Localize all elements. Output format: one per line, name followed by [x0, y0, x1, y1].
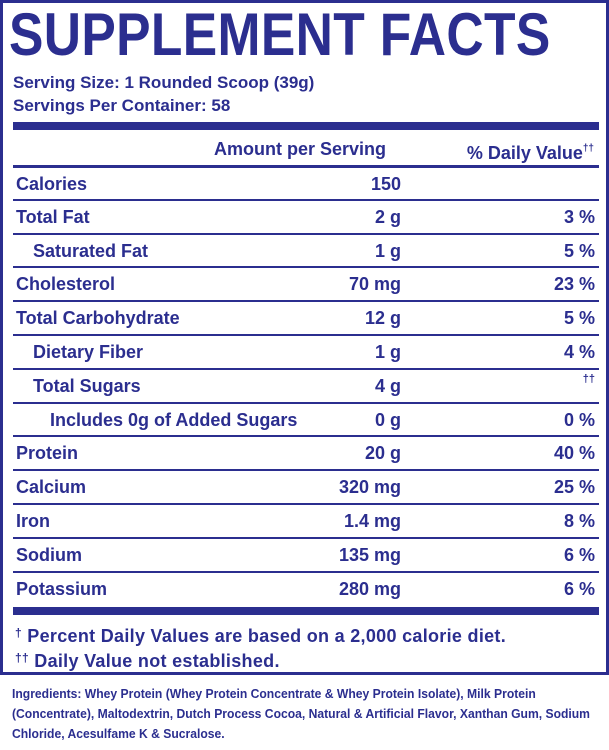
nutrient-amount: 280 mg [338, 578, 401, 599]
nutrient-dv: 25 % [553, 477, 595, 498]
nutrient-amount: 1 g [374, 341, 401, 362]
table-row: Calcium 320 mg 25 % [13, 469, 599, 503]
amount-header: Amount per Serving [214, 139, 387, 159]
nutrient-amount: 320 mg [338, 477, 401, 498]
nutrient-dv: 23 % [553, 274, 595, 295]
table-row: Total Carbohydrate 12 g 5 % [13, 300, 599, 334]
ingredients-text: Whey Protein (Whey Protein Concentrate &… [12, 686, 590, 741]
nutrient-amount: 70 mg [348, 274, 401, 295]
table-row: Total Fat 2 g 3 % [13, 198, 599, 233]
nutrient-name: Total Fat [16, 206, 90, 227]
nutrient-dv: 4 % [563, 341, 595, 362]
table-row: Sodium 135 mg 6 % [13, 536, 599, 571]
nutrient-amount: 4 g [374, 375, 401, 396]
panel-title: SUPPLEMENT FACTS [9, 1, 551, 68]
footnote-daily-values: † Percent Daily Values are based on a 2,… [15, 621, 506, 648]
serving-size: Serving Size: 1 Rounded Scoop (39g) [13, 73, 315, 92]
daily-value-header-text: % Daily Value [466, 143, 583, 163]
table-row: Potassium 280 mg 6 % [13, 570, 599, 605]
nutrient-name: Iron [16, 510, 50, 531]
footnote-text: Daily Value not established. [34, 651, 280, 671]
nutrient-dv: 6 % [563, 578, 595, 599]
nutrient-amount: 12 g [364, 308, 401, 329]
nutrient-name: Potassium [16, 578, 108, 599]
daily-value-mark: †† [582, 143, 594, 154]
nutrient-amount: 1.4 mg [343, 510, 401, 531]
nutrient-amount: 0 g [374, 409, 401, 430]
table-row: Dietary Fiber 1 g 4 % [13, 333, 599, 368]
nutrient-name: Saturated Fat [33, 240, 149, 261]
nutrient-name: Protein [16, 443, 79, 464]
nutrient-dv: 8 % [563, 510, 595, 531]
footnote-mark: †† [15, 651, 29, 665]
nutrient-dv: 5 % [563, 308, 595, 329]
nutrient-name: Cholesterol [16, 274, 116, 295]
nutrient-name: Total Sugars [33, 375, 141, 396]
table-row: Includes 0g of Added Sugars 0 g 0 % [13, 401, 599, 436]
servings-per-container: Servings Per Container: 58 [13, 96, 231, 115]
nutrient-amount: 1 g [374, 240, 401, 261]
table-row: Saturated Fat 1 g 5 % [13, 232, 599, 267]
thick-divider-bottom [13, 607, 599, 615]
nutrient-dv: 5 % [563, 240, 595, 261]
nutrient-dv: †† [582, 372, 595, 385]
footnote-text: Percent Daily Values are based on a 2,00… [27, 626, 507, 646]
nutrient-amount: 150 [370, 174, 401, 194]
supplement-facts-panel: SUPPLEMENT FACTS Serving Size: 1 Rounded… [0, 0, 609, 675]
nutrient-name: Sodium [16, 544, 82, 565]
table-row: Calories 150 [13, 165, 599, 199]
footnote-not-established: †† Daily Value not established. [15, 646, 280, 673]
footnote-mark: † [15, 626, 22, 640]
table-row: Total Sugars 4 g †† [13, 367, 599, 402]
nutrient-table: Calories 150 Total Fat 2 g 3 % Saturated Fa… [13, 165, 599, 604]
nutrient-dv: 6 % [563, 544, 595, 565]
nutrient-name: Dietary Fiber [33, 341, 144, 362]
nutrient-amount: 2 g [374, 206, 401, 227]
nutrient-name: Includes 0g of Added Sugars [50, 409, 298, 430]
table-row: Iron 1.4 mg 8 % [13, 502, 599, 537]
nutrient-amount: 135 mg [338, 544, 401, 565]
nutrient-dv: 40 % [553, 443, 595, 464]
nutrient-dv: 3 % [563, 206, 595, 227]
table-row: Protein 20 g 40 % [13, 435, 599, 469]
table-row: Cholesterol 70 mg 23 % [13, 266, 599, 300]
nutrient-name: Total Carbohydrate [16, 308, 180, 329]
thick-divider-top [13, 122, 599, 130]
nutrient-name: Calcium [16, 477, 87, 498]
nutrient-name: Calories [16, 174, 88, 194]
nutrient-amount: 20 g [364, 443, 401, 464]
ingredients-label: Ingredients: [12, 686, 82, 701]
ingredients-statement: Ingredients: Whey Protein (Whey Protein … [12, 684, 601, 744]
daily-value-header: % Daily Value†† [467, 137, 594, 165]
nutrient-dv: 0 % [563, 409, 595, 430]
